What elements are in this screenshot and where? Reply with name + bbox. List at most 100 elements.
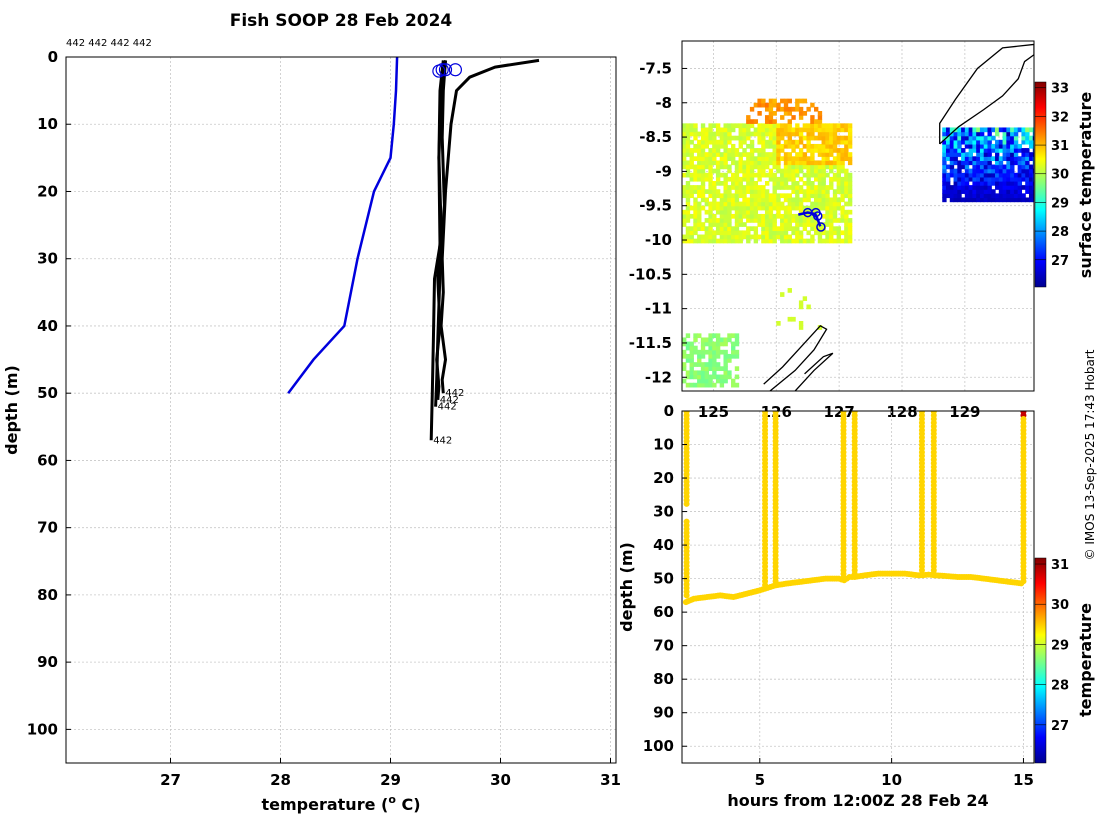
map-sst-cell xyxy=(979,164,985,170)
map-sst-cell xyxy=(979,131,985,137)
map-sst-cell xyxy=(689,152,694,157)
map-sst-cell xyxy=(704,131,709,137)
map-sst-cell xyxy=(1017,176,1023,182)
map-sst-cell xyxy=(712,148,717,153)
map-sst-cell xyxy=(976,139,981,145)
map-sst-cell xyxy=(738,168,743,174)
map-sst-cell xyxy=(832,135,838,141)
map-sst-cell xyxy=(829,234,834,240)
map-sst-cell xyxy=(798,127,804,133)
map-sst-cell xyxy=(749,218,755,223)
map-sst-cell xyxy=(825,131,830,137)
map-sst-cell xyxy=(708,172,713,178)
map-sst-cell xyxy=(987,127,992,133)
map-sst-cell xyxy=(757,148,762,153)
map-sst-cell xyxy=(1025,148,1030,153)
map-sst-cell xyxy=(772,135,777,141)
map-sst-cell xyxy=(723,218,728,223)
map-sst-cell xyxy=(821,127,826,133)
map-sst-cell xyxy=(844,176,849,182)
map-sst-cell xyxy=(1025,185,1030,190)
map-sst-cell xyxy=(1032,143,1034,149)
map-sst-cell xyxy=(783,160,789,166)
map-sst-cell xyxy=(832,148,838,153)
map-sst-cell xyxy=(700,378,706,384)
map-sst-cell xyxy=(964,143,970,149)
map-sst-cell xyxy=(798,325,804,330)
map-sst-cell xyxy=(753,119,759,124)
map-sst-cell xyxy=(780,222,785,227)
map-sst-cell xyxy=(712,197,717,203)
map-sst-cell xyxy=(1025,189,1030,194)
map-sst-cell xyxy=(817,230,823,236)
profile-surface-marker xyxy=(448,63,462,77)
map-sst-cell xyxy=(949,168,955,174)
map-sst-cell xyxy=(761,218,766,223)
map-sst-cell xyxy=(821,230,826,236)
map-sst-cell xyxy=(768,209,774,215)
map-sst-cell xyxy=(780,127,785,133)
map-sst-cell xyxy=(708,218,713,223)
map-sst-cell xyxy=(987,164,992,170)
map-sst-cell xyxy=(987,189,992,194)
map-sst-cell xyxy=(946,152,951,157)
map-sst-cell xyxy=(727,193,732,199)
profile-y-tick-label: 0 xyxy=(48,48,58,66)
map-sst-cell xyxy=(700,382,706,388)
map-sst-cell xyxy=(806,106,811,112)
map-sst-cell xyxy=(957,143,962,149)
map-sst-cell xyxy=(764,218,770,223)
map-colorbar-tick-label: 31 xyxy=(1051,139,1069,154)
map-sst-cell xyxy=(806,238,811,244)
map-sst-cell xyxy=(987,143,992,149)
map-sst-cell xyxy=(1006,189,1011,194)
map-sst-cell xyxy=(825,209,830,215)
map-sst-cell xyxy=(995,185,1000,190)
map-sst-cell xyxy=(1006,185,1011,190)
map-sst-cell xyxy=(780,123,785,129)
map-sst-cell xyxy=(991,164,996,170)
map-sst-cell xyxy=(957,135,962,141)
map-sst-cell xyxy=(787,209,792,215)
map-sst-cell xyxy=(972,131,977,137)
map-sst-cell xyxy=(682,341,687,347)
map-lat-tick-label: -11 xyxy=(645,300,672,318)
timeseries-colorbar-label: temperature xyxy=(1076,603,1095,717)
map-sst-cell xyxy=(746,135,751,141)
map-sst-cell xyxy=(964,152,970,157)
map-sst-cell xyxy=(844,230,849,236)
map-sst-cell xyxy=(817,119,823,124)
map-sst-cell xyxy=(1002,164,1007,170)
map-sst-cell xyxy=(953,176,958,182)
map-sst-cell xyxy=(817,143,823,149)
map-sst-cell xyxy=(987,131,992,137)
map-sst-cell xyxy=(953,197,958,203)
map-sst-cell xyxy=(976,193,981,199)
map-sst-cell xyxy=(764,238,770,244)
map-sst-cell xyxy=(693,222,698,227)
map-sst-cell xyxy=(829,176,834,182)
map-sst-cell xyxy=(825,123,830,129)
map-sst-cell xyxy=(1010,176,1015,182)
map-sst-cell xyxy=(802,111,808,116)
map-sst-field xyxy=(682,98,1034,388)
map-sst-cell xyxy=(734,349,740,355)
map-sst-cell xyxy=(772,193,777,199)
map-sst-cell xyxy=(715,148,721,153)
map-sst-cell xyxy=(723,139,728,145)
map-sst-cell xyxy=(723,193,728,199)
map-sst-cell xyxy=(1013,148,1019,153)
map-sst-cell xyxy=(821,148,826,153)
map-sst-cell xyxy=(708,201,713,207)
map-sst-cell xyxy=(814,193,819,199)
map-sst-cell xyxy=(723,234,728,240)
map-sst-cell xyxy=(844,152,849,157)
map-sst-cell xyxy=(953,181,958,186)
map-sst-cell xyxy=(768,152,774,157)
map-sst-cell xyxy=(832,139,838,145)
map-sst-cell xyxy=(731,378,736,384)
map-sst-cell xyxy=(704,135,709,141)
map-sst-cell xyxy=(976,156,981,162)
map-sst-cell xyxy=(715,131,721,137)
map-sst-cell xyxy=(761,152,766,157)
